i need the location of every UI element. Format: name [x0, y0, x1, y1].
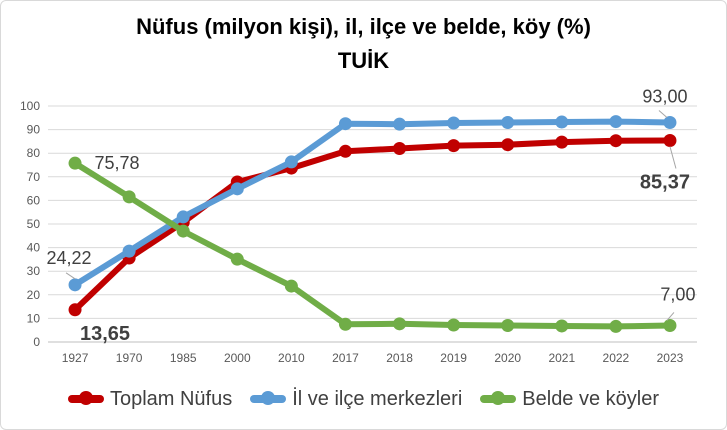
x-tick-label: 2021 [548, 351, 575, 365]
y-tick-label: 70 [27, 170, 41, 184]
x-tick-label: 2017 [332, 351, 359, 365]
data-point [338, 317, 352, 331]
x-tick-label: 1927 [62, 351, 89, 365]
y-tick-label: 60 [27, 193, 41, 207]
legend-swatch-toplam [67, 391, 104, 405]
x-tick-label: 2020 [494, 351, 521, 365]
y-tick-label: 10 [27, 311, 41, 325]
data-point [122, 190, 136, 204]
data-point [338, 117, 352, 131]
data-point [501, 138, 515, 152]
leader-line [658, 110, 668, 118]
data-point [176, 224, 190, 238]
legend-label-toplam: Toplam Nüfus [109, 387, 233, 410]
x-tick-label: 2022 [603, 351, 630, 365]
legend-item-toplam: Toplam Nüfus [67, 387, 233, 411]
y-tick-label: 20 [27, 288, 41, 302]
data-label: 7,00 [660, 284, 695, 304]
legend-item-belde-koy: Belde ve köyler [480, 388, 659, 411]
data-point [68, 278, 82, 292]
data-point [393, 141, 407, 155]
data-point [663, 134, 677, 148]
data-point [284, 279, 298, 293]
y-tick-label: 100 [20, 99, 40, 113]
chart-subtitle: TUİK [337, 48, 390, 73]
data-point [609, 115, 623, 129]
data-point [555, 135, 569, 149]
data-point [609, 134, 623, 148]
data-point [338, 144, 352, 158]
y-tick-label: 50 [27, 217, 41, 231]
data-label: 13,65 [80, 323, 130, 345]
data-point [68, 156, 82, 170]
chart-legend: Toplam Nüfus İl ve ilçe merkezleri Belde… [0, 384, 727, 414]
data-point [122, 244, 136, 258]
data-point [555, 115, 569, 129]
y-tick-label: 0 [33, 335, 40, 349]
legend-swatch-il-ilce [250, 391, 287, 405]
data-point [501, 318, 515, 332]
data-point [447, 116, 461, 130]
data-point [176, 210, 190, 224]
x-tick-label: 2023 [657, 351, 684, 365]
y-tick-label: 40 [27, 241, 41, 255]
legend-item-il-ilce: İl ve ilçe merkezleri [250, 388, 462, 411]
data-label: 24,22 [47, 248, 92, 268]
series-line-1 [72, 118, 673, 288]
data-point [447, 318, 461, 332]
data-point [393, 317, 407, 331]
leader-line [669, 146, 677, 169]
legend-swatch-belde-koy [480, 391, 517, 405]
x-tick-label: 2000 [224, 351, 251, 365]
y-tick-label: 30 [27, 264, 41, 278]
data-label: 85,37 [640, 172, 690, 194]
data-point [663, 318, 677, 332]
legend-label-il-ilce: İl ve ilçe merkezleri [292, 387, 463, 410]
data-point [284, 155, 298, 169]
data-point [393, 117, 407, 131]
series-line-0 [72, 137, 673, 313]
y-tick-label: 90 [27, 123, 41, 137]
leader-line [65, 272, 76, 280]
legend-label-belde-koy: Belde ve köyler [522, 387, 660, 410]
data-label: 75,78 [95, 153, 140, 173]
data-point [230, 252, 244, 266]
y-tick-label: 80 [27, 146, 41, 160]
x-tick-label: 1985 [170, 351, 197, 365]
x-tick-label: 2018 [386, 351, 413, 365]
data-point [230, 182, 244, 196]
data-point [555, 319, 569, 333]
data-point [501, 116, 515, 130]
leader-line [666, 312, 675, 321]
series-line-2 [72, 160, 673, 330]
x-tick-label: 1970 [116, 351, 143, 365]
chart-title: Nüfus (milyon kişi), il, ilçe ve belde, … [136, 14, 591, 39]
data-point [609, 319, 623, 333]
data-point [68, 303, 82, 317]
data-label: 93,00 [642, 87, 687, 107]
data-point [447, 139, 461, 153]
data-point [663, 116, 677, 130]
x-tick-label: 2019 [440, 351, 467, 365]
x-tick-label: 2010 [278, 351, 305, 365]
